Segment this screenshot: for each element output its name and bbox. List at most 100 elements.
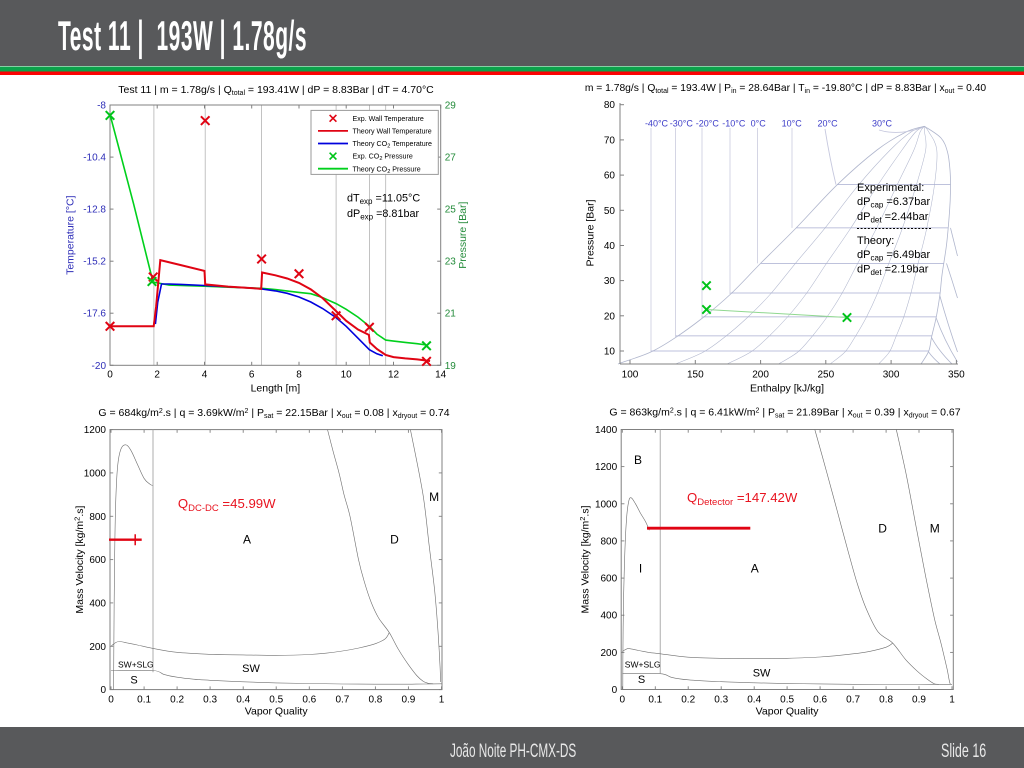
- svg-text:30°C: 30°C: [872, 119, 893, 129]
- svg-text:SW+SLG: SW+SLG: [118, 660, 154, 670]
- svg-text:-20°C: -20°C: [696, 119, 720, 129]
- svg-text:S: S: [638, 674, 645, 686]
- svg-text:27: 27: [445, 153, 457, 164]
- svg-text:D: D: [878, 522, 887, 536]
- svg-text:-15.2: -15.2: [83, 257, 106, 268]
- svg-text:Theory CO2 Pressure: Theory CO2 Pressure: [353, 165, 421, 175]
- svg-text:0.1: 0.1: [648, 695, 662, 706]
- svg-text:Enthalpy [kJ/kg]: Enthalpy [kJ/kg]: [750, 383, 824, 395]
- svg-text:200: 200: [752, 370, 769, 381]
- svg-text:Mass Velocity [kg/m2.s]: Mass Velocity [kg/m2.s]: [73, 506, 87, 614]
- svg-text:-12.8: -12.8: [83, 205, 106, 216]
- svg-text:dTexp =11.05°C: dTexp =11.05°C: [347, 193, 420, 207]
- svg-text:200: 200: [601, 648, 618, 659]
- svg-text:0.1: 0.1: [137, 695, 151, 706]
- svg-text:Exp. Wall Temperature: Exp. Wall Temperature: [353, 115, 424, 123]
- svg-text:D: D: [390, 533, 399, 547]
- svg-text:20: 20: [604, 311, 616, 322]
- svg-text:6: 6: [249, 370, 255, 381]
- svg-text:dPcap =6.49bar: dPcap =6.49bar: [857, 249, 930, 263]
- svg-text:14: 14: [435, 370, 447, 381]
- svg-text:Pressure [Bar]: Pressure [Bar]: [585, 199, 597, 266]
- svg-text:0: 0: [107, 370, 113, 381]
- svg-text:2: 2: [154, 370, 160, 381]
- svg-text:10: 10: [604, 347, 616, 358]
- svg-text:20°C: 20°C: [818, 119, 839, 129]
- svg-text:0.2: 0.2: [681, 695, 695, 706]
- svg-text:350: 350: [948, 370, 965, 381]
- svg-text:4: 4: [202, 370, 208, 381]
- svg-text:0.2: 0.2: [170, 695, 184, 706]
- svg-text:-40°C: -40°C: [645, 119, 669, 129]
- svg-text:-10.4: -10.4: [83, 153, 106, 164]
- svg-text:A: A: [243, 533, 251, 547]
- svg-text:70: 70: [604, 135, 616, 146]
- svg-text:0.3: 0.3: [714, 695, 728, 706]
- svg-text:João Noite PH-CMX-DS: João Noite PH-CMX-DS: [450, 741, 576, 761]
- svg-text:12: 12: [388, 370, 400, 381]
- svg-text:1: 1: [439, 695, 445, 706]
- svg-text:0.4: 0.4: [236, 695, 250, 706]
- svg-text:I: I: [639, 562, 642, 576]
- svg-text:Exp. CO2 Pressure: Exp. CO2 Pressure: [353, 153, 413, 163]
- svg-text:S: S: [130, 675, 137, 687]
- svg-text:-20: -20: [92, 361, 107, 372]
- svg-text:M: M: [429, 490, 439, 504]
- svg-text:0.3: 0.3: [203, 695, 217, 706]
- svg-text:0.5: 0.5: [780, 695, 794, 706]
- svg-text:0: 0: [612, 685, 618, 696]
- svg-text:SW: SW: [242, 663, 260, 675]
- svg-text:B: B: [634, 453, 642, 467]
- svg-text:50: 50: [604, 206, 616, 217]
- svg-text:Test 11 | 193W | 1.78g/s: Test 11 | 193W | 1.78g/s: [58, 13, 307, 60]
- svg-text:Vapor Quality: Vapor Quality: [756, 706, 820, 718]
- svg-text:0°C: 0°C: [751, 119, 767, 129]
- svg-text:21: 21: [445, 309, 457, 320]
- svg-text:40: 40: [604, 241, 616, 252]
- svg-text:19: 19: [445, 361, 457, 372]
- svg-text:0.7: 0.7: [846, 695, 860, 706]
- svg-text:G = 863kg/m2.s | q = 6.41kW/m2: G = 863kg/m2.s | q = 6.41kW/m2 | Psat = …: [609, 407, 960, 420]
- svg-text:-10°C: -10°C: [722, 119, 746, 129]
- svg-text:-30°C: -30°C: [670, 119, 694, 129]
- svg-text:Length [m]: Length [m]: [251, 383, 301, 395]
- svg-text:Test 11 | m = 1.78g/s | Qtotal: Test 11 | m = 1.78g/s | Qtotal = 193.41W…: [118, 84, 434, 97]
- svg-text:60: 60: [604, 171, 616, 182]
- svg-text:dPcap =6.37bar: dPcap =6.37bar: [857, 196, 930, 210]
- svg-text:100: 100: [622, 370, 639, 381]
- svg-text:800: 800: [601, 536, 618, 547]
- svg-text:Slide 16: Slide 16: [941, 740, 986, 761]
- svg-text:250: 250: [817, 370, 834, 381]
- svg-text:30: 30: [604, 276, 616, 287]
- svg-text:m = 1.78g/s | Qtotal = 193.4W: m = 1.78g/s | Qtotal = 193.4W | Pin = 28…: [585, 83, 987, 95]
- svg-text:80: 80: [604, 100, 616, 111]
- svg-text:0.7: 0.7: [335, 695, 349, 706]
- svg-text:25: 25: [445, 205, 457, 216]
- svg-text:8: 8: [296, 370, 302, 381]
- svg-text:M: M: [930, 522, 940, 536]
- svg-text:1000: 1000: [595, 499, 618, 510]
- svg-text:SW: SW: [753, 668, 771, 680]
- svg-text:Theory CO2 Temperature: Theory CO2 Temperature: [353, 140, 433, 150]
- svg-text:1: 1: [949, 695, 955, 706]
- svg-text:800: 800: [89, 512, 106, 523]
- svg-text:0.6: 0.6: [302, 695, 316, 706]
- svg-text:0.9: 0.9: [401, 695, 415, 706]
- svg-text:600: 600: [89, 555, 106, 566]
- svg-text:Theory:: Theory:: [857, 235, 894, 247]
- svg-text:400: 400: [601, 611, 618, 622]
- svg-text:SW+SLG: SW+SLG: [625, 660, 661, 670]
- svg-text:600: 600: [601, 574, 618, 585]
- svg-text:0.5: 0.5: [269, 695, 283, 706]
- svg-text:1400: 1400: [595, 425, 618, 436]
- svg-text:0.6: 0.6: [813, 695, 827, 706]
- svg-text:0: 0: [108, 695, 114, 706]
- svg-text:G = 684kg/m2.s | q = 3.69kW/m2: G = 684kg/m2.s | q = 3.69kW/m2 | Psat = …: [98, 407, 449, 420]
- svg-text:Mass Velocity [kg/m2.s]: Mass Velocity [kg/m2.s]: [578, 505, 592, 613]
- svg-text:29: 29: [445, 101, 457, 112]
- svg-text:200: 200: [89, 642, 106, 653]
- svg-text:Pressure [Bar]: Pressure [Bar]: [457, 202, 469, 269]
- svg-text:0.4: 0.4: [747, 695, 761, 706]
- svg-text:-8: -8: [97, 101, 106, 112]
- svg-text:10°C: 10°C: [782, 119, 803, 129]
